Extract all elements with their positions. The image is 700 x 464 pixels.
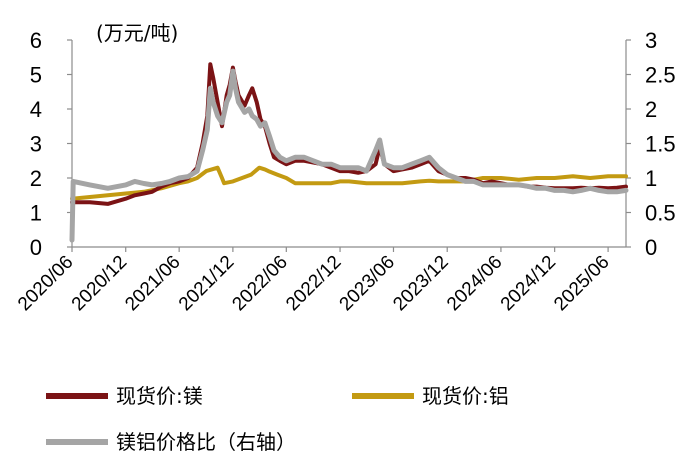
right-tick-label: 0.5: [645, 201, 676, 226]
right-tick-label: 1.5: [645, 132, 676, 157]
right-tick-label: 1: [645, 166, 657, 191]
legend-label: 镁铝价格比（右轴）: [116, 430, 296, 454]
series-line-2: [69, 68, 629, 243]
x-tick-label: 2025/06: [550, 252, 613, 315]
plot-area: [69, 62, 629, 243]
legend-label: 现货价:铝: [422, 384, 509, 408]
x-tick-label: 2021/06: [121, 252, 184, 315]
x-tick-label: 2020/06: [14, 252, 77, 315]
x-axis: 2020/062020/122021/062021/122022/062022/…: [14, 246, 626, 315]
x-tick-label: 2023/06: [336, 252, 399, 315]
x-tick-label: 2020/12: [68, 252, 131, 315]
left-tick-label: 5: [30, 63, 42, 88]
unit-label: (万元/吨): [96, 21, 178, 45]
left-tick-label: 0: [30, 235, 42, 260]
legend-label: 现货价:镁: [116, 384, 203, 408]
right-tick-label: 2: [645, 97, 657, 122]
x-tick-label: 2021/12: [175, 252, 238, 315]
left-tick-label: 1: [30, 201, 42, 226]
right-tick-label: 3: [645, 28, 657, 53]
left-tick-label: 6: [30, 28, 42, 53]
x-tick-label: 2022/06: [228, 252, 291, 315]
series-line-1: [70, 165, 628, 201]
left-tick-label: 2: [30, 166, 42, 191]
left-tick-label: 4: [30, 97, 42, 122]
right-tick-label: 0: [645, 235, 657, 260]
x-tick-label: 2024/12: [497, 252, 560, 315]
left-tick-label: 3: [30, 132, 42, 157]
right-axis: 0 0.5 1 1.5 2 2.5 3: [625, 28, 676, 260]
x-tick-label: 2022/12: [282, 252, 345, 315]
x-tick-label: 2023/12: [389, 252, 452, 315]
x-tick-label: 2024/06: [443, 252, 506, 315]
right-tick-label: 2.5: [645, 63, 676, 88]
left-axis: 0 1 2 3 4 5 6: [30, 28, 73, 260]
